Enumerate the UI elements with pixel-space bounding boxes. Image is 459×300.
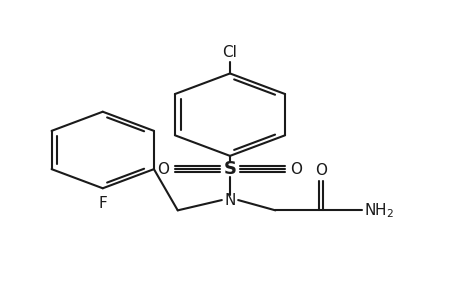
Text: S: S	[223, 160, 236, 178]
Text: O: O	[314, 163, 326, 178]
Text: N: N	[224, 193, 235, 208]
Text: F: F	[98, 196, 107, 211]
Text: NH$_2$: NH$_2$	[363, 201, 393, 220]
Text: O: O	[290, 162, 302, 177]
Text: O: O	[157, 162, 169, 177]
Text: Cl: Cl	[222, 45, 237, 60]
